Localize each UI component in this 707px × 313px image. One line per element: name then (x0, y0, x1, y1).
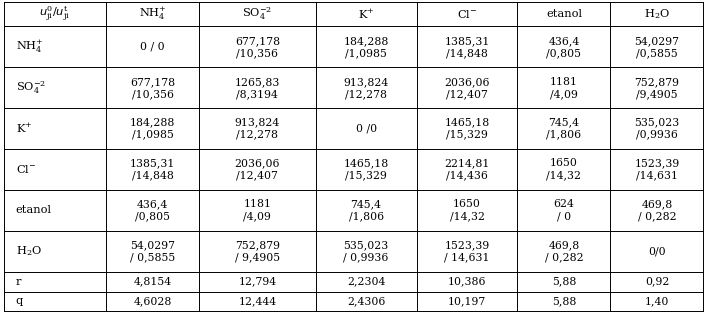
Text: K$^{\mathregular{+}}$: K$^{\mathregular{+}}$ (358, 8, 374, 21)
Text: 0,92: 0,92 (645, 277, 669, 287)
Text: 677,178
/10,356: 677,178 /10,356 (130, 77, 175, 99)
Text: 1650
/14,32: 1650 /14,32 (450, 199, 484, 221)
Text: 469,8
/ 0,282: 469,8 / 0,282 (638, 199, 677, 221)
Text: r: r (16, 277, 21, 287)
Text: 436,4
/0,805: 436,4 /0,805 (135, 199, 170, 221)
Text: 2,2304: 2,2304 (347, 277, 385, 287)
Text: 2036,06
/12,407: 2036,06 /12,407 (235, 158, 280, 181)
Text: 1181
/4,09: 1181 /4,09 (243, 199, 271, 221)
Text: H$_{\mathregular{2}}$O: H$_{\mathregular{2}}$O (16, 244, 42, 258)
Text: etanol: etanol (546, 9, 582, 19)
Text: 624
/ 0: 624 / 0 (554, 199, 574, 221)
Text: 4,8154: 4,8154 (134, 277, 172, 287)
Text: NH$_{\mathregular{4}}^{\mathregular{+}}$: NH$_{\mathregular{4}}^{\mathregular{+}}$ (16, 39, 44, 55)
Text: 184,288
/1,0985: 184,288 /1,0985 (130, 118, 175, 140)
Text: 5,88: 5,88 (551, 296, 576, 306)
Text: $u_{\mathregular{ji}}^{\mathregular{0}}/u_{\mathregular{ji}}^{\mathregular{t}}$: $u_{\mathregular{ji}}^{\mathregular{0}}/… (40, 4, 70, 24)
Text: NH$_{\mathregular{4}}^{\mathregular{+}}$: NH$_{\mathregular{4}}^{\mathregular{+}}$ (139, 6, 166, 22)
Text: 752,879
/9,4905: 752,879 /9,4905 (634, 77, 679, 99)
Text: Cl$^{\mathregular{-}}$: Cl$^{\mathregular{-}}$ (16, 163, 36, 176)
Text: 1650
/14,32: 1650 /14,32 (547, 158, 581, 181)
Text: 1385,31
/14,848: 1385,31 /14,848 (444, 36, 490, 58)
Text: q: q (16, 296, 23, 306)
Text: 1523,39
/ 14,631: 1523,39 / 14,631 (444, 240, 490, 262)
Text: 1265,83
/8,3194: 1265,83 /8,3194 (235, 77, 280, 99)
Text: 184,288
/1,0985: 184,288 /1,0985 (344, 36, 389, 58)
Text: 677,178
/10,356: 677,178 /10,356 (235, 36, 280, 58)
Text: 54,0297
/ 0,5855: 54,0297 / 0,5855 (130, 240, 175, 262)
Text: 0/0: 0/0 (648, 246, 666, 256)
Text: 2036,06
/12,407: 2036,06 /12,407 (444, 77, 490, 99)
Text: 2214,81
/14,436: 2214,81 /14,436 (444, 158, 490, 181)
Text: etanol: etanol (16, 205, 52, 215)
Text: 4,6028: 4,6028 (134, 296, 172, 306)
Text: 2,4306: 2,4306 (347, 296, 385, 306)
Text: H$_{\mathregular{2}}$O: H$_{\mathregular{2}}$O (644, 7, 670, 21)
Text: K$^{\mathregular{+}}$: K$^{\mathregular{+}}$ (16, 122, 33, 135)
Text: 1,40: 1,40 (645, 296, 669, 306)
Text: 1465,18
/15,329: 1465,18 /15,329 (445, 118, 490, 140)
Text: 54,0297
/0,5855: 54,0297 /0,5855 (634, 36, 679, 58)
Text: 1181
/4,09: 1181 /4,09 (550, 77, 578, 99)
Text: 745,4
/1,806: 745,4 /1,806 (547, 118, 582, 140)
Text: Cl$^{\mathregular{-}}$: Cl$^{\mathregular{-}}$ (457, 8, 477, 20)
Text: 12,794: 12,794 (238, 277, 276, 287)
Text: 0 / 0: 0 / 0 (140, 42, 165, 52)
Text: 12,444: 12,444 (238, 296, 276, 306)
Text: 5,88: 5,88 (551, 277, 576, 287)
Text: 10,386: 10,386 (448, 277, 486, 287)
Text: SO$_{\mathregular{4}}^{\mathregular{-2}}$: SO$_{\mathregular{4}}^{\mathregular{-2}}… (243, 6, 272, 23)
Text: 1465,18
/15,329: 1465,18 /15,329 (344, 158, 389, 181)
Text: 436,4
/0,805: 436,4 /0,805 (547, 36, 581, 58)
Text: 913,824
/12,278: 913,824 /12,278 (344, 77, 389, 99)
Text: 469,8
/ 0,282: 469,8 / 0,282 (544, 240, 583, 262)
Text: 0 /0: 0 /0 (356, 124, 377, 134)
Text: 10,197: 10,197 (448, 296, 486, 306)
Text: 535,023
/0,9936: 535,023 /0,9936 (634, 118, 679, 140)
Text: 1523,39
/14,631: 1523,39 /14,631 (634, 158, 679, 181)
Text: 913,824
/12,278: 913,824 /12,278 (235, 118, 280, 140)
Text: SO$_{\mathregular{4}}^{\mathregular{-2}}$: SO$_{\mathregular{4}}^{\mathregular{-2}}… (16, 79, 46, 96)
Text: 535,023
/ 0,9936: 535,023 / 0,9936 (344, 240, 389, 262)
Text: 752,879
/ 9,4905: 752,879 / 9,4905 (235, 240, 280, 262)
Text: 1385,31
/14,848: 1385,31 /14,848 (130, 158, 175, 181)
Text: 745,4
/1,806: 745,4 /1,806 (349, 199, 384, 221)
